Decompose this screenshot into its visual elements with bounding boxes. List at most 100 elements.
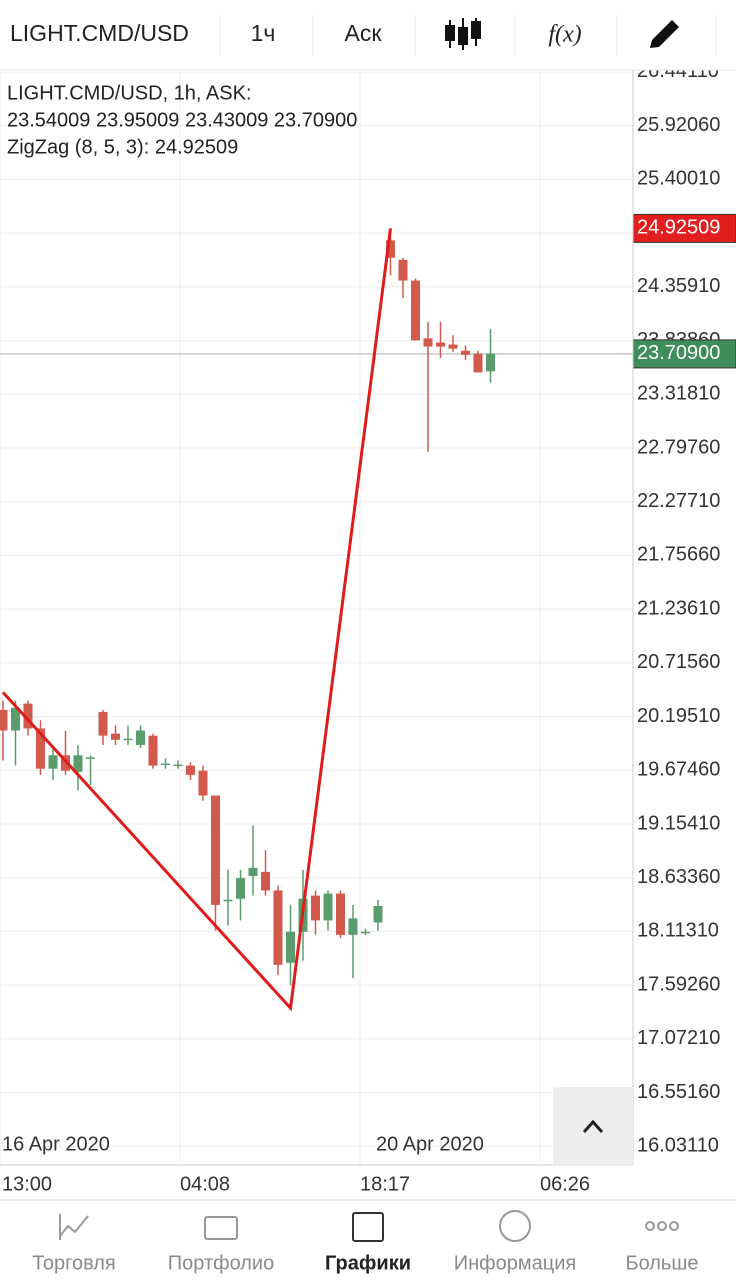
candle-body [398, 259, 408, 281]
y-tick-label: 18.11310 [637, 920, 719, 942]
y-tick-label: 16.55160 [637, 1081, 720, 1103]
bottom-nav: Торговля Портфолио Графики Информация Больше [32, 1210, 699, 1274]
chart-type-button[interactable] [445, 18, 481, 50]
y-tick-label: 21.23610 [637, 597, 720, 619]
y-tick-label: 20.71560 [637, 651, 720, 673]
y-tick-label: 17.07210 [637, 1027, 720, 1049]
more-icon [657, 1221, 667, 1231]
candle-body [311, 895, 320, 921]
plot [0, 70, 633, 1165]
y-tick-label: 22.27710 [637, 490, 720, 512]
nav-item[interactable]: Графики [325, 1252, 411, 1274]
candle-body [73, 755, 83, 772]
candle-body [473, 353, 483, 373]
caret-icon [582, 1119, 604, 1134]
icon-part [471, 21, 481, 39]
price-type-button[interactable]: Аск [345, 20, 383, 46]
nav-item[interactable]: Портфолио [168, 1252, 274, 1274]
candle-body [86, 757, 95, 759]
symbol-button[interactable]: LIGHT.CMD/USD [10, 20, 189, 46]
info-line: ZigZag (8, 5, 3): 24.92509 [7, 136, 238, 158]
candle-body [286, 931, 295, 963]
candle-body [198, 770, 208, 796]
candle-body [36, 728, 45, 769]
price-label: 23.70900 [637, 342, 720, 364]
toolbar: LIGHT.CMD/USD 1ч Аск f(x) [0, 0, 736, 71]
y-tick-label: 25.92060 [637, 114, 720, 136]
candle-body [136, 730, 145, 745]
candle-body [436, 342, 445, 347]
candle-body [11, 707, 20, 731]
nav-icons [59, 1210, 679, 1242]
icon-part [458, 27, 468, 45]
candle-body [223, 899, 233, 902]
candle-body [111, 733, 120, 740]
candle-body [98, 711, 108, 736]
candle-body [236, 878, 245, 899]
candle-body [486, 353, 495, 372]
candle-body [173, 764, 183, 767]
candle-body [161, 763, 170, 766]
separators [219, 15, 717, 55]
portfolio-icon [204, 1216, 238, 1240]
candle-body [348, 918, 358, 935]
candle-body [361, 931, 370, 934]
candle-body [123, 738, 133, 741]
price-label-box [632, 339, 736, 369]
x-tick-label: 18:17 [360, 1173, 410, 1195]
candle-body [261, 871, 270, 891]
charts-icon [352, 1212, 384, 1242]
candle-body [148, 735, 158, 766]
candle-body [48, 755, 58, 769]
x-tick-label: 04:08 [180, 1173, 230, 1195]
nav-item[interactable]: Больше [625, 1252, 698, 1274]
info-icon [499, 1210, 531, 1242]
x-tick-label: 06:26 [540, 1173, 590, 1195]
candle-body [373, 905, 383, 923]
y-tick-label: 16.03110 [637, 1135, 719, 1157]
info-line: 23.54009 23.95009 23.43009 23.70900 [7, 109, 357, 131]
nav-item[interactable]: Информация [454, 1252, 576, 1274]
y-tick-label: 21.75660 [637, 544, 720, 566]
price-label: 24.92509 [637, 217, 720, 239]
y-tick-label: 17.59260 [637, 973, 720, 995]
y-tick-label: 20.19510 [637, 705, 720, 727]
zigzag-line [1, 228, 392, 1012]
indicator-button[interactable]: f(x) [548, 22, 581, 48]
candle-body [411, 280, 420, 341]
toolbar-bg [0, 0, 736, 70]
y-tick-label: 19.67460 [637, 759, 720, 781]
chart-area: 26.4411025.9206025.4001024.8796024.35910… [0, 60, 736, 1195]
draw-button[interactable] [650, 20, 679, 48]
scroll-up-button[interactable] [553, 1087, 633, 1165]
trade-icon [59, 1214, 89, 1240]
y-tick-label: 24.35910 [637, 275, 720, 297]
candle-body [386, 240, 395, 258]
candle-body [23, 703, 33, 729]
x-tick-label: 13:00 [2, 1173, 52, 1195]
date-label: 20 Apr 2020 [376, 1133, 484, 1155]
y-tick-label: 19.15410 [637, 812, 720, 834]
button-bg [553, 1087, 633, 1165]
candle-body [323, 893, 333, 921]
candle-body [248, 867, 258, 877]
more-icon [645, 1221, 655, 1231]
candle-body [423, 338, 433, 347]
pencil-icon [650, 20, 679, 48]
nav-item[interactable]: Торговля [32, 1252, 116, 1274]
candle-body [448, 344, 458, 349]
candle-body [336, 893, 345, 935]
candle-body [273, 890, 283, 965]
price-label-box [632, 213, 736, 243]
candle-body [461, 350, 470, 355]
y-tick-label: 23.31810 [637, 383, 720, 405]
y-tick-label: 25.40010 [637, 168, 720, 190]
date-label: 16 Apr 2020 [2, 1133, 110, 1155]
icon-part [445, 25, 455, 41]
timeframe-button[interactable]: 1ч [251, 20, 276, 46]
y-tick-label: 22.79760 [637, 436, 720, 458]
more-icon [669, 1221, 679, 1231]
